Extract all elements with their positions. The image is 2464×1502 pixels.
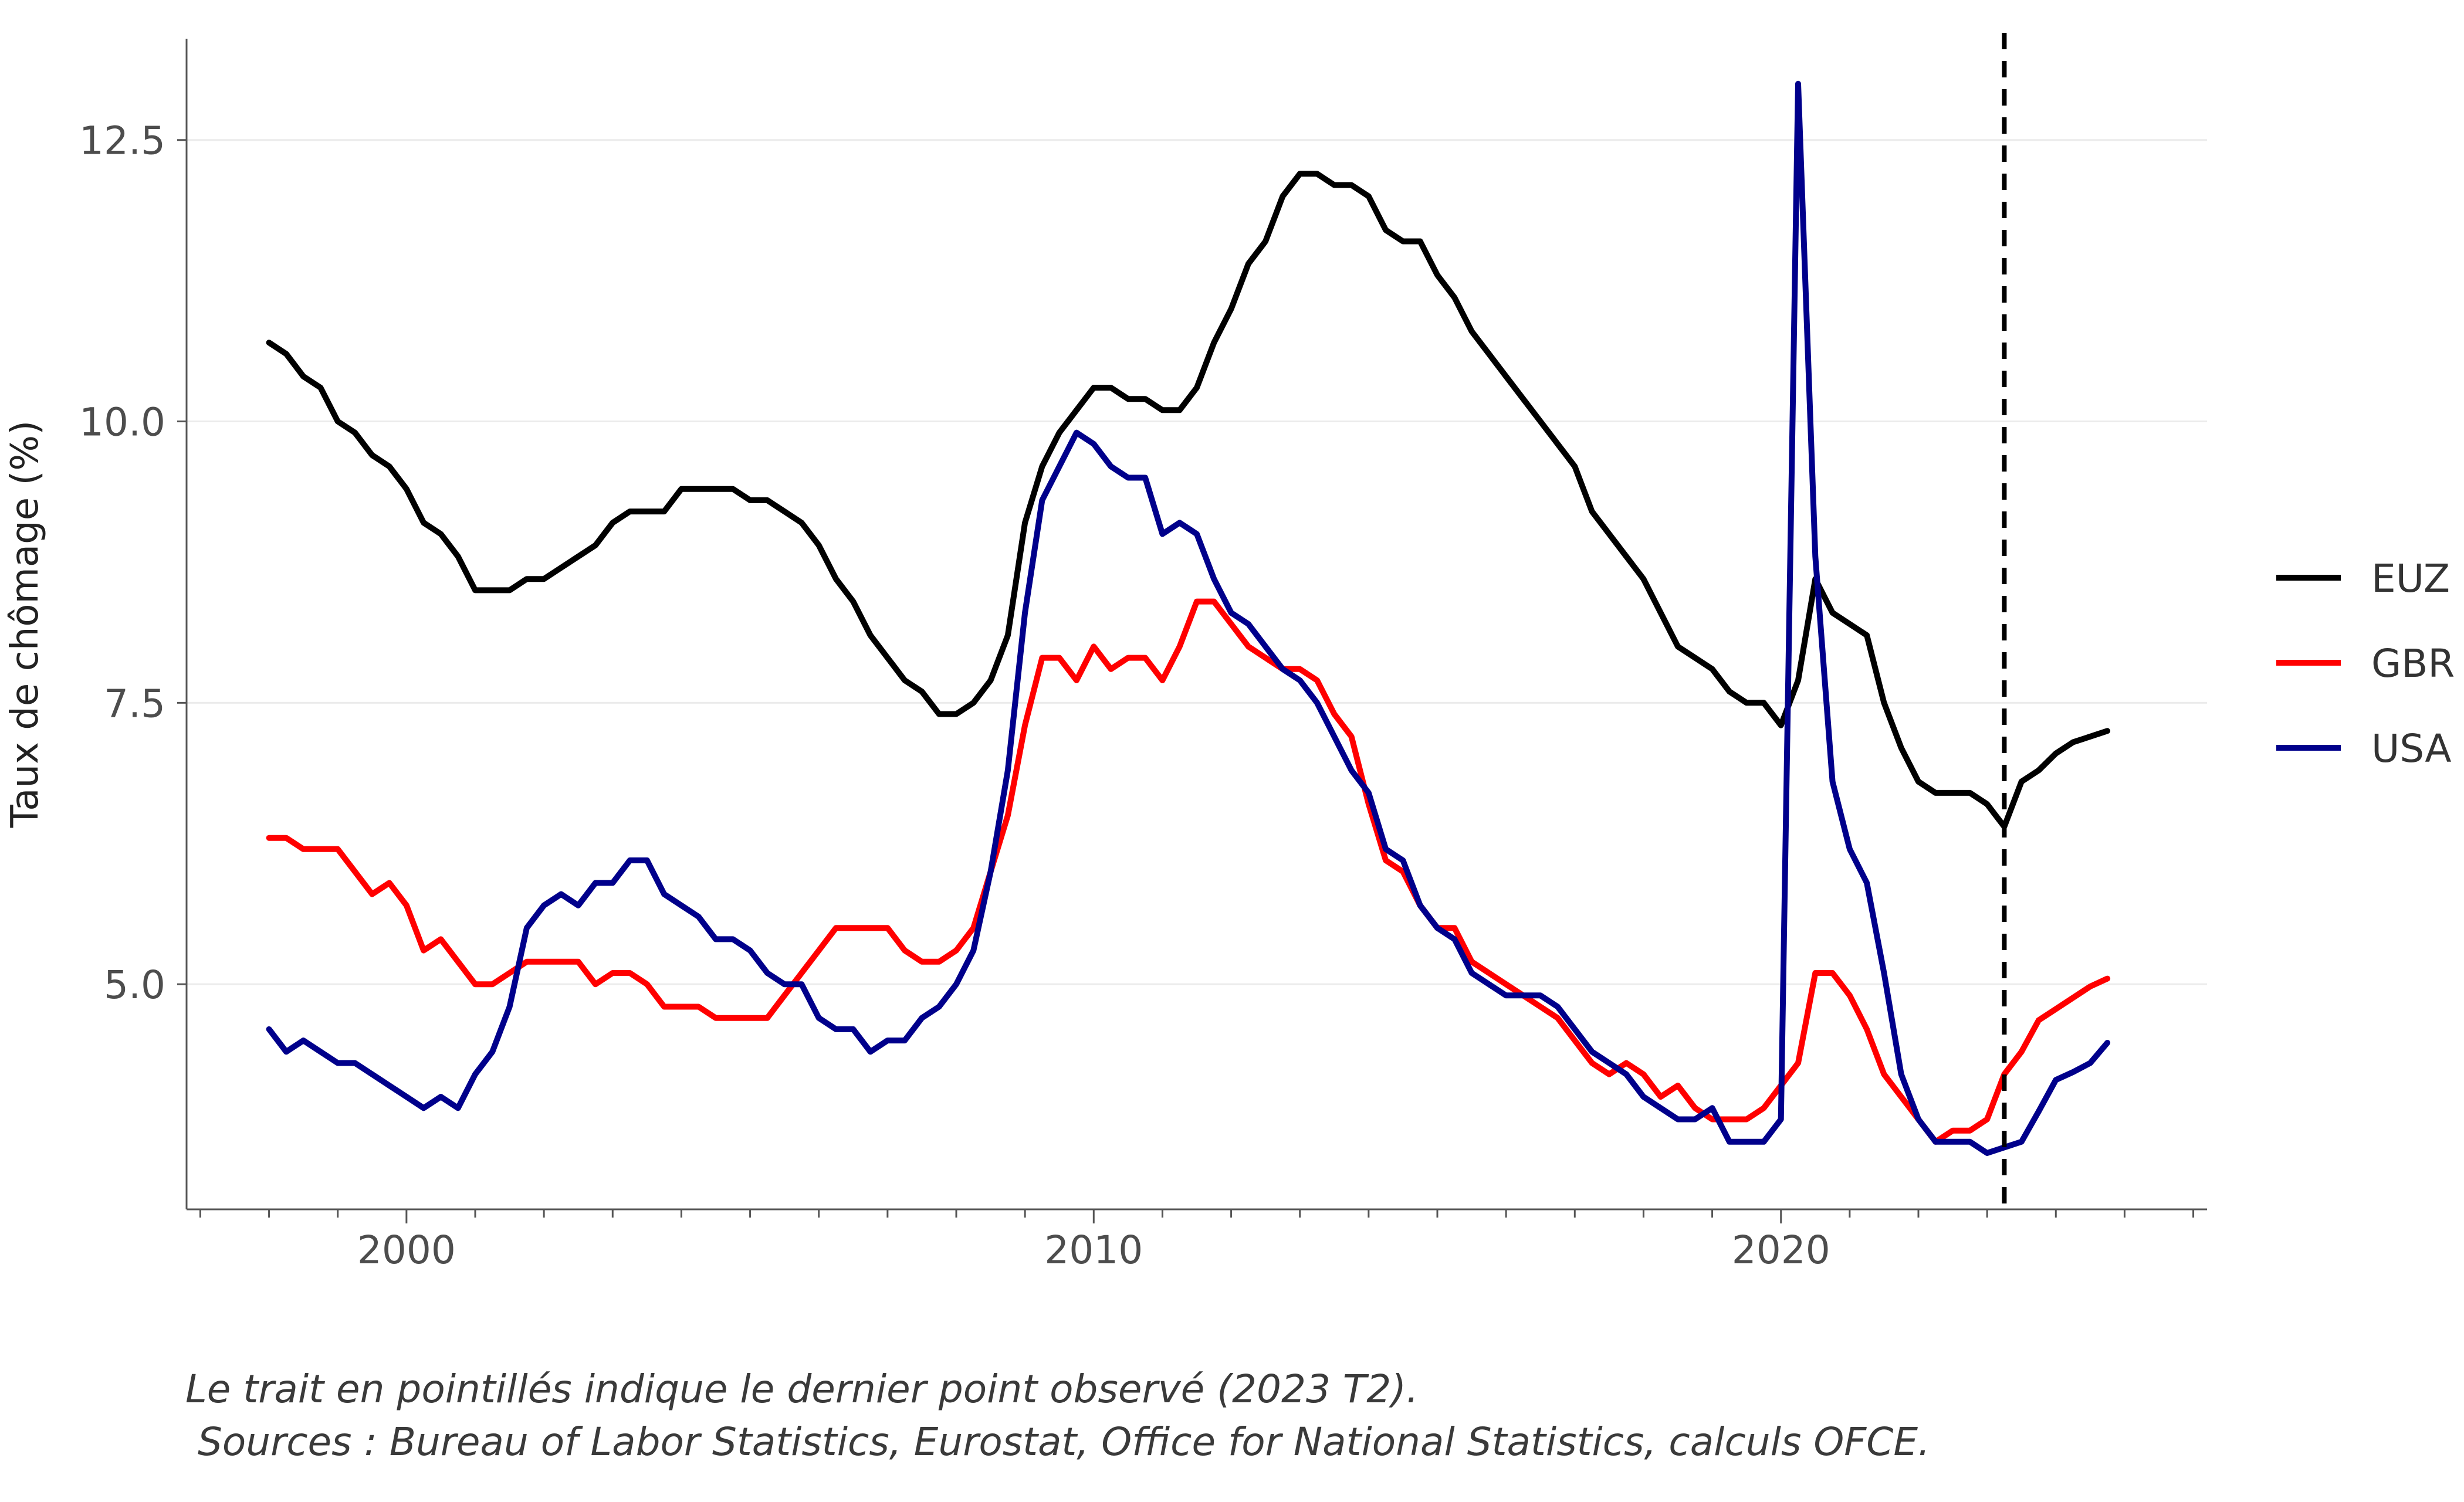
- y-axis-label: Taux de chômage (%): [4, 421, 47, 828]
- legend-label-euz: EUZ: [2371, 556, 2450, 601]
- y-tick-label: 12.5: [79, 118, 165, 164]
- sources-caption: Sources : Bureau of Labor Statistics, Eu…: [185, 1419, 1930, 1464]
- series-line-euz: [266, 171, 2111, 830]
- y-tick-label: 7.5: [104, 681, 165, 726]
- x-tick-label: 2000: [357, 1228, 456, 1273]
- series-line-usa: [266, 80, 2111, 1156]
- legend-label-usa: USA: [2371, 726, 2452, 771]
- x-tick-label: 2010: [1044, 1228, 1143, 1273]
- y-tick-label: 10.0: [79, 400, 165, 445]
- note-caption: Le trait en pointillés indique le dernie…: [185, 1367, 1419, 1412]
- x-tick-label: 2020: [1732, 1228, 1830, 1273]
- series-line-gbr: [266, 598, 2111, 1145]
- legend-label-gbr: GBR: [2371, 641, 2455, 686]
- y-tick-label: 5.0: [104, 962, 165, 1008]
